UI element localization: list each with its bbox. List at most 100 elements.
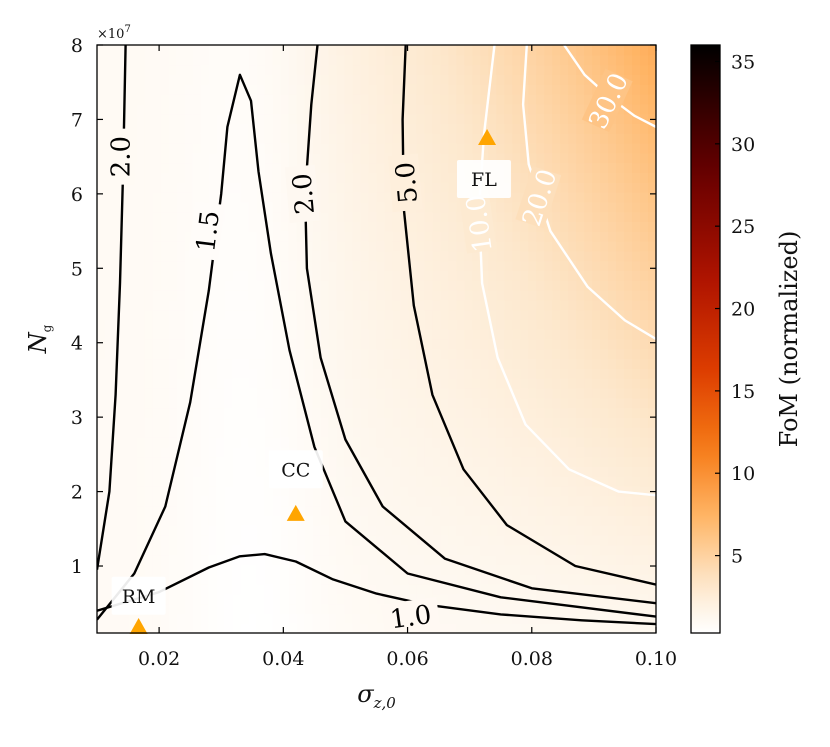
heat-cell	[448, 123, 457, 134]
heat-cell	[320, 54, 330, 66]
heat-cell	[144, 437, 154, 448]
heat-cell	[416, 407, 426, 418]
heat-cell	[168, 290, 178, 301]
heat-cell	[640, 574, 649, 585]
heat-cell	[312, 162, 322, 173]
heat-cell	[392, 476, 402, 487]
heat-cell	[584, 270, 593, 281]
heat-cell	[408, 123, 418, 134]
heat-cell	[528, 466, 537, 477]
heat-cell	[136, 446, 146, 458]
heat-cell	[336, 495, 346, 507]
heat-cell	[552, 515, 561, 526]
heat-cell	[344, 476, 354, 487]
heat-cell	[184, 505, 194, 516]
heat-cell	[200, 270, 210, 281]
heat-cell	[120, 515, 130, 526]
heat-cell	[600, 309, 609, 320]
heat-cell	[192, 407, 202, 418]
heat-cell	[352, 84, 362, 95]
heat-cell	[120, 407, 130, 418]
heat-cell	[192, 260, 202, 271]
heat-cell	[576, 348, 585, 360]
heat-cell	[280, 211, 290, 222]
heat-cell	[600, 564, 609, 575]
heat-cell	[232, 348, 242, 360]
heat-cell	[336, 172, 346, 183]
heat-cell	[136, 103, 146, 115]
heat-cell	[552, 74, 561, 85]
heat-cell	[104, 584, 114, 595]
heat-cell	[104, 564, 114, 575]
heat-cell	[312, 603, 322, 614]
heat-cell	[296, 544, 306, 556]
heat-cell	[256, 84, 266, 95]
heat-cell	[328, 613, 338, 624]
heat-cell	[280, 74, 290, 85]
heat-cell	[376, 564, 386, 575]
heat-cell	[648, 221, 656, 232]
heat-cell	[128, 250, 138, 262]
heat-cell	[520, 299, 529, 311]
heat-cell	[520, 466, 529, 477]
heat-cell	[600, 613, 609, 624]
heat-cell	[512, 94, 521, 105]
heat-cell	[160, 270, 170, 281]
heat-cell	[552, 584, 561, 595]
heat-cell	[272, 378, 282, 389]
heat-cell	[400, 535, 410, 546]
heat-cell	[528, 290, 537, 301]
heat-cell	[568, 368, 577, 379]
heat-cell	[224, 407, 234, 418]
heat-cell	[560, 250, 569, 262]
heat-cell	[240, 388, 250, 399]
heat-cell	[432, 94, 441, 105]
contour-label-gap	[104, 128, 135, 185]
heat-cell	[512, 84, 521, 95]
heat-cell	[136, 192, 146, 203]
heat-cell	[552, 417, 561, 428]
heat-cell	[432, 388, 441, 399]
heat-cell	[504, 535, 513, 546]
heat-cell	[272, 103, 282, 115]
heat-cell	[616, 143, 625, 154]
heat-cell	[272, 192, 282, 203]
heat-cell	[480, 456, 489, 467]
heat-cell	[600, 280, 609, 291]
heat-cell	[152, 486, 162, 497]
heat-cell	[280, 417, 290, 428]
heat-cell	[536, 466, 545, 477]
heat-cell	[648, 250, 656, 262]
heat-cell	[528, 45, 537, 56]
heat-cell	[352, 192, 362, 203]
heat-cell	[384, 574, 394, 585]
heat-cell	[296, 564, 306, 575]
heat-cell	[216, 299, 226, 311]
heat-cell	[472, 535, 481, 546]
heat-cell	[480, 94, 489, 105]
heat-cell	[408, 574, 418, 585]
heat-cell	[608, 495, 617, 507]
heat-cell	[216, 593, 226, 605]
heat-cell	[160, 211, 170, 222]
heat-cell	[376, 319, 386, 330]
heat-cell	[168, 250, 178, 262]
heat-cell	[648, 495, 656, 507]
heat-cell	[128, 417, 138, 428]
heat-cell	[128, 192, 138, 203]
heat-cell	[592, 162, 601, 173]
heat-cell	[536, 564, 545, 575]
heat-cell	[152, 54, 162, 66]
heat-cell	[272, 554, 282, 565]
heat-cell	[392, 437, 402, 448]
heat-cell	[608, 417, 617, 428]
heat-cell	[584, 623, 593, 633]
heat-cell	[632, 231, 641, 242]
heat-cell	[608, 584, 617, 595]
heat-cell	[344, 172, 354, 183]
heat-cell	[296, 407, 306, 418]
heat-cell	[504, 456, 513, 467]
heat-cell	[416, 113, 426, 124]
heat-cell	[352, 299, 362, 311]
